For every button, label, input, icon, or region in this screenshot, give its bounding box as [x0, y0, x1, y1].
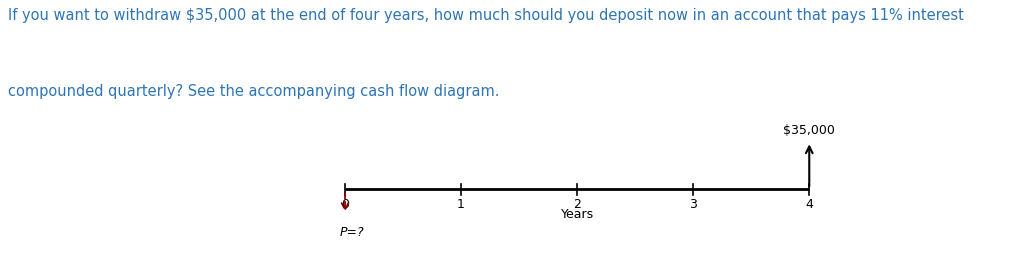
- Text: compounded quarterly? See the accompanying cash flow diagram.: compounded quarterly? See the accompanyi…: [8, 84, 499, 100]
- Text: P=?: P=?: [339, 226, 364, 239]
- Text: $35,000: $35,000: [784, 124, 835, 137]
- Text: If you want to withdraw $35,000 at the end of four years, how much should you de: If you want to withdraw $35,000 at the e…: [8, 8, 964, 23]
- Text: 0: 0: [341, 198, 349, 211]
- Text: 1: 1: [457, 198, 465, 211]
- Text: 2: 2: [573, 198, 581, 211]
- Text: 4: 4: [805, 198, 813, 211]
- Text: 3: 3: [690, 198, 697, 211]
- Text: Years: Years: [560, 208, 594, 221]
